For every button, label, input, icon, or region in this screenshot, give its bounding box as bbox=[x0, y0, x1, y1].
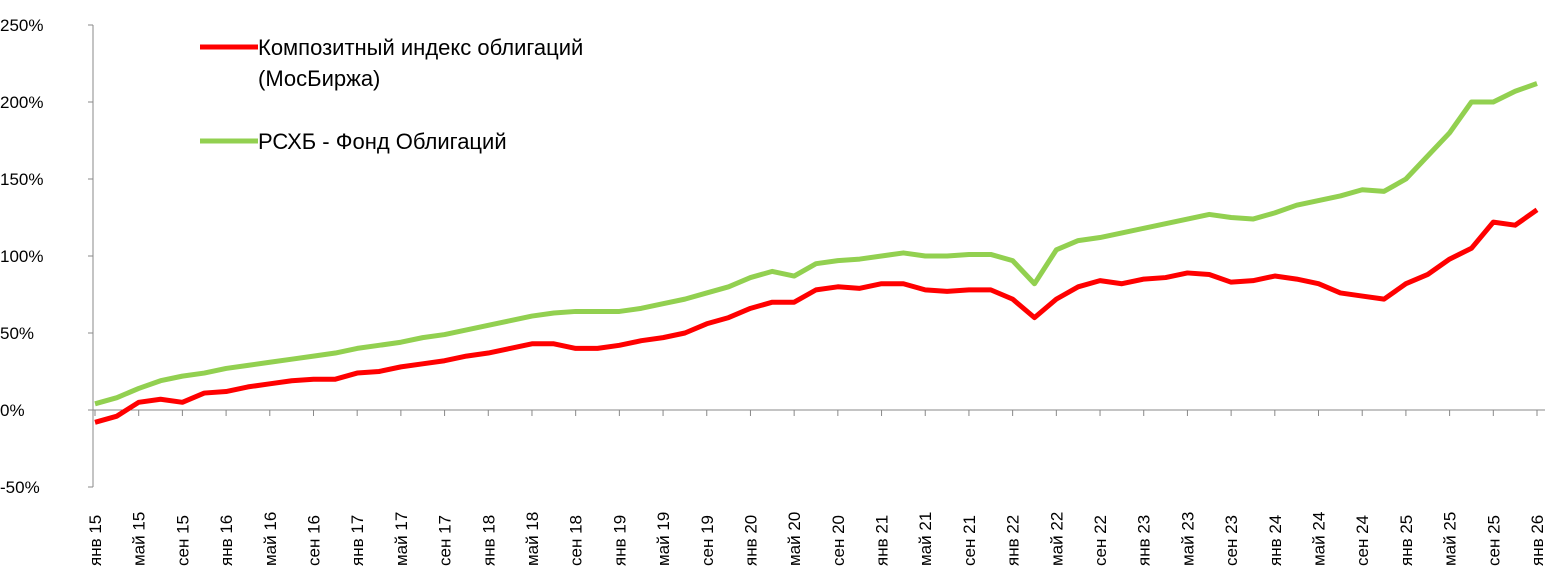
x-tick-label: май 24 bbox=[1310, 512, 1329, 566]
x-tick-label: май 20 bbox=[785, 512, 804, 566]
x-tick-label: май 17 bbox=[392, 512, 411, 566]
y-tick-label: 50% bbox=[0, 324, 34, 343]
x-tick-label: янв 26 bbox=[1528, 515, 1547, 566]
x-tick-label: сен 17 bbox=[436, 515, 455, 566]
y-tick-label: 250% bbox=[0, 16, 43, 35]
x-tick-label: май 16 bbox=[261, 512, 280, 566]
x-tick-label: сен 15 bbox=[173, 515, 192, 566]
x-tick-label: май 22 bbox=[1047, 512, 1066, 566]
x-tick-label: май 19 bbox=[654, 512, 673, 566]
x-tick-label: сен 23 bbox=[1222, 515, 1241, 566]
x-tick-label: сен 18 bbox=[567, 515, 586, 566]
x-tick-label: янв 24 bbox=[1266, 515, 1285, 566]
x-tick-label: янв 15 bbox=[86, 515, 105, 566]
x-tick-label: янв 20 bbox=[741, 515, 760, 566]
x-tick-label: май 25 bbox=[1441, 512, 1460, 566]
legend-label: Композитный индекс облигаций (МосБиржа) bbox=[258, 35, 584, 91]
series-line bbox=[94, 207, 1539, 425]
x-tick-label: сен 21 bbox=[960, 515, 979, 566]
y-tick-label: 0% bbox=[0, 401, 25, 420]
x-tick-label: сен 20 bbox=[829, 515, 848, 566]
x-tick-label: сен 22 bbox=[1091, 515, 1110, 566]
x-tick-label: май 21 bbox=[916, 512, 935, 566]
x-tick-label: сен 24 bbox=[1353, 515, 1372, 566]
x-tick-label: май 23 bbox=[1178, 512, 1197, 566]
legend-label: РСХБ - Фонд Облигаций bbox=[258, 129, 507, 154]
y-tick-label: 200% bbox=[0, 93, 43, 112]
y-tick-label: 150% bbox=[0, 170, 43, 189]
x-tick-label: янв 22 bbox=[1004, 515, 1023, 566]
x-tick-label: янв 16 bbox=[217, 515, 236, 566]
x-tick-label: сен 25 bbox=[1484, 515, 1503, 566]
y-tick-label: 100% bbox=[0, 247, 43, 266]
x-tick-label: янв 23 bbox=[1135, 515, 1154, 566]
x-tick-label: янв 18 bbox=[479, 515, 498, 566]
series-line bbox=[94, 81, 1538, 407]
x-tick-label: янв 19 bbox=[610, 515, 629, 566]
x-tick-label: май 15 bbox=[130, 512, 149, 566]
x-tick-label: янв 25 bbox=[1397, 515, 1416, 566]
x-tick-label: сен 16 bbox=[304, 515, 323, 566]
x-tick-label: янв 17 bbox=[348, 515, 367, 566]
y-tick-label: -50% bbox=[0, 478, 40, 497]
x-tick-label: май 18 bbox=[523, 512, 542, 566]
x-tick-label: янв 21 bbox=[873, 515, 892, 566]
x-tick-label: сен 19 bbox=[698, 515, 717, 566]
